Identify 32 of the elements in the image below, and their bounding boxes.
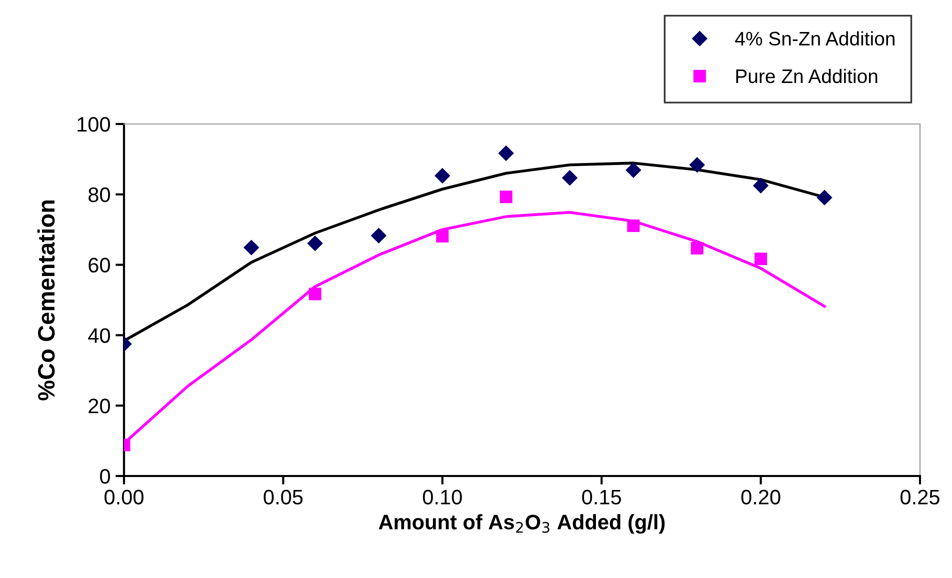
y-tick-label: 80: [88, 187, 110, 202]
point: [308, 288, 322, 300]
y-tick-label: 20: [88, 398, 110, 414]
y-tick-label: 100: [78, 117, 110, 132]
point: [753, 178, 768, 194]
y-tick-label: 0: [100, 469, 110, 484]
y-tick-label: 60: [88, 258, 110, 273]
y-axis-title: %Co Cementation: [37, 200, 55, 400]
point: [816, 190, 832, 206]
point: [626, 162, 642, 178]
point: [434, 168, 450, 184]
point: [498, 146, 514, 161]
point: [627, 219, 640, 232]
point: [307, 236, 323, 251]
point: [436, 230, 449, 243]
x-tick-label: 0.00: [104, 490, 144, 504]
point: [754, 252, 768, 266]
point: [500, 190, 512, 204]
y-tick-label: 40: [88, 328, 110, 343]
point: [562, 170, 578, 186]
x-axis-title: Amount of As$_{2}$O$_{3}$ Added (g/l): [378, 514, 665, 534]
x-tick-label: 0.10: [422, 490, 462, 504]
x-tick-label: 0.20: [741, 490, 780, 504]
legend-label: Pure Zn Addition: [736, 68, 878, 84]
point: [690, 157, 705, 172]
point: [371, 228, 386, 244]
point: [690, 242, 704, 255]
x-tick-label: 0.05: [264, 490, 303, 504]
x-tick-label: 0.15: [582, 490, 621, 504]
x-tick-label: 0.25: [900, 490, 940, 504]
point: [244, 240, 259, 256]
legend-label: 4% Sn-Zn Addition: [735, 31, 894, 46]
